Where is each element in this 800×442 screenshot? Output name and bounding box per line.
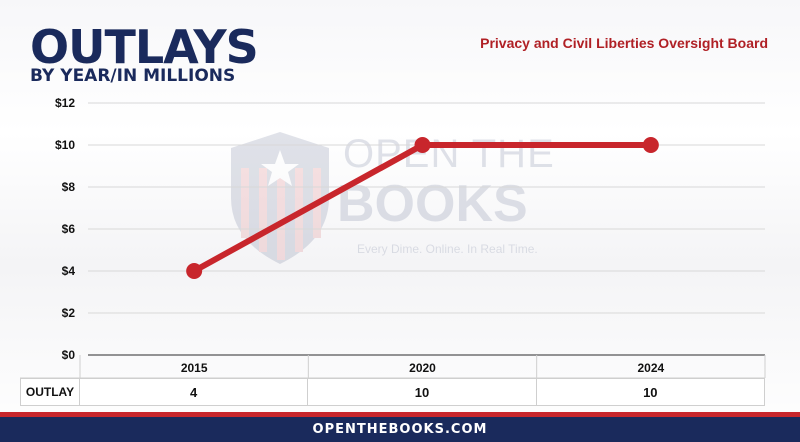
x-tick-label: 2024 — [637, 361, 664, 375]
y-tick-label: $6 — [62, 222, 76, 236]
series-line — [191, 142, 654, 274]
x-tick-label: 2015 — [181, 361, 208, 375]
footer-accent-bar — [0, 412, 800, 417]
y-tick-label: $0 — [62, 348, 76, 362]
data-point — [642, 137, 659, 153]
chart-subtitle: BY YEAR/IN MILLIONS — [30, 66, 236, 86]
y-axis: $0 $2 $4 $6 $8 $10 $12 — [55, 96, 75, 362]
table-cell-2015: 4 — [80, 379, 309, 405]
y-tick-label: $10 — [55, 138, 75, 152]
agency-name: Privacy and Civil Liberties Oversight Bo… — [480, 35, 768, 51]
data-point — [414, 137, 431, 153]
data-point — [186, 263, 203, 279]
outlay-table: OUTLAY 4 10 10 — [20, 378, 765, 406]
y-tick-label: $4 — [62, 264, 76, 278]
line-chart: $0 $2 $4 $6 $8 $10 $12 2015 2020 2024 — [20, 96, 766, 378]
footer-bar: OPENTHEBOOKS.COM — [0, 417, 800, 442]
chart-title: OUTLAYS — [30, 20, 259, 74]
table-cell-2020: 10 — [308, 379, 537, 405]
table-cell-2024: 10 — [643, 384, 658, 400]
y-tick-label: $12 — [55, 96, 75, 110]
y-tick-label: $2 — [62, 306, 76, 320]
series — [186, 137, 659, 279]
table-row-label: OUTLAY — [21, 379, 80, 405]
x-axis: 2015 2020 2024 — [20, 355, 766, 378]
y-tick-label: $8 — [62, 180, 76, 194]
x-tick-label: 2020 — [409, 361, 436, 375]
